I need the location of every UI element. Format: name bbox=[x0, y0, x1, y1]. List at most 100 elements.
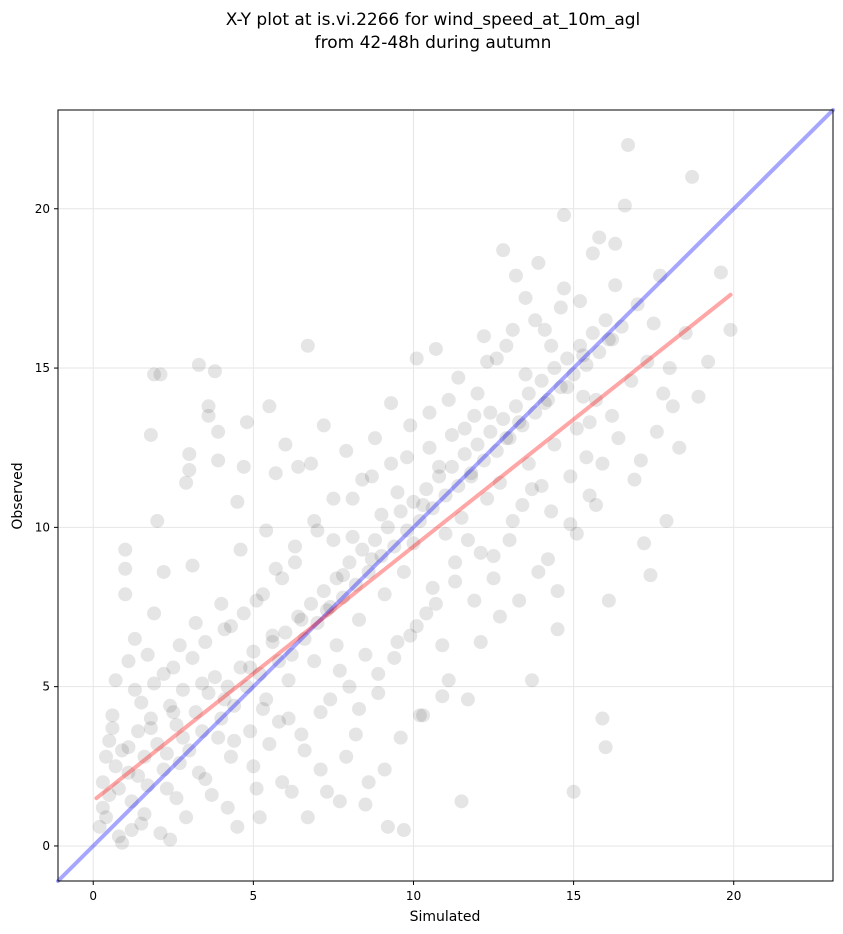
scatter-point bbox=[300, 338, 315, 353]
scatter-point bbox=[320, 784, 335, 799]
scatter-point bbox=[553, 300, 568, 315]
scatter-point bbox=[508, 268, 523, 283]
scatter-point bbox=[230, 819, 245, 834]
scatter-point bbox=[464, 466, 479, 481]
scatter-point bbox=[159, 746, 174, 761]
scatter-point bbox=[147, 606, 162, 621]
scatter-point bbox=[95, 775, 110, 790]
scatter-point bbox=[336, 568, 351, 583]
scatter-point bbox=[560, 380, 575, 395]
scatter-point bbox=[352, 612, 367, 627]
scatter-point bbox=[585, 246, 600, 261]
scatter-point bbox=[502, 431, 517, 446]
scatter-point bbox=[95, 800, 110, 815]
scatter-point bbox=[589, 498, 604, 513]
scatter-point bbox=[268, 561, 283, 576]
scatter-point bbox=[563, 469, 578, 484]
scatter-point bbox=[201, 399, 216, 414]
scatter-point bbox=[352, 701, 367, 716]
scatter-point bbox=[92, 819, 107, 834]
scatter-point bbox=[515, 498, 530, 513]
scatter-point bbox=[547, 437, 562, 452]
scatter-point bbox=[521, 456, 536, 471]
scatter-point bbox=[316, 418, 331, 433]
scatter-point bbox=[201, 686, 216, 701]
scatter-point bbox=[198, 635, 213, 650]
scatter-point bbox=[579, 450, 594, 465]
scatter-point bbox=[444, 459, 459, 474]
scatter-point bbox=[412, 708, 427, 723]
scatter-point bbox=[368, 431, 383, 446]
scatter-point bbox=[637, 536, 652, 551]
scatter-point bbox=[332, 794, 347, 809]
scatter-point bbox=[121, 654, 136, 669]
scatter-point bbox=[207, 670, 222, 685]
scatter-point bbox=[467, 408, 482, 423]
grid-layer bbox=[58, 110, 833, 881]
scatter-point bbox=[310, 615, 325, 630]
scatter-point bbox=[396, 564, 411, 579]
scatter-point bbox=[99, 749, 114, 764]
scatter-point bbox=[150, 737, 165, 752]
scatter-point bbox=[611, 431, 626, 446]
scatter-point bbox=[118, 561, 133, 576]
scatter-point bbox=[102, 733, 117, 748]
scatter-point bbox=[544, 338, 559, 353]
scatter-point bbox=[262, 399, 277, 414]
scatter-point bbox=[364, 552, 379, 567]
scatter-point bbox=[412, 513, 427, 528]
scatter-point bbox=[515, 418, 530, 433]
scatter-point bbox=[393, 730, 408, 745]
scatter-point bbox=[601, 332, 616, 347]
scatter-point bbox=[259, 692, 274, 707]
scatter-point bbox=[656, 386, 671, 401]
x-axis-label: Simulated bbox=[410, 909, 481, 925]
scatter-point bbox=[537, 322, 552, 337]
scatter-point bbox=[460, 533, 475, 548]
scatter-point bbox=[400, 523, 415, 538]
y-tick-label: 0 bbox=[42, 839, 50, 853]
plot-area bbox=[58, 110, 833, 881]
scatter-point bbox=[153, 367, 168, 382]
scatter-point bbox=[643, 568, 658, 583]
scatter-point bbox=[278, 437, 293, 452]
scatter-point bbox=[416, 708, 431, 723]
scatter-point bbox=[271, 654, 286, 669]
scatter-point bbox=[377, 587, 392, 602]
scatter-point bbox=[483, 424, 498, 439]
scatter-point bbox=[137, 807, 152, 822]
scatter-point bbox=[608, 236, 623, 251]
scatter-point bbox=[489, 443, 504, 458]
scatter-point bbox=[595, 711, 610, 726]
scatter-point bbox=[326, 533, 341, 548]
scatter-point bbox=[211, 424, 226, 439]
scatter-point bbox=[115, 835, 130, 850]
scatter-point bbox=[294, 727, 309, 742]
scatter-point bbox=[428, 341, 443, 356]
scatter-point bbox=[207, 364, 222, 379]
scatter-point bbox=[111, 829, 126, 844]
scatter-point bbox=[271, 714, 286, 729]
scatter-point bbox=[147, 367, 162, 382]
scatter-point bbox=[147, 676, 162, 691]
scatter-point bbox=[627, 472, 642, 487]
scatter-point bbox=[342, 679, 357, 694]
scatter-point bbox=[569, 421, 584, 436]
scatter-point bbox=[457, 447, 472, 462]
scatter-point bbox=[217, 692, 232, 707]
scatter-point bbox=[300, 810, 315, 825]
scatter-point bbox=[512, 415, 527, 430]
scatter-point bbox=[573, 338, 588, 353]
scatter-point bbox=[582, 415, 597, 430]
scatter-point bbox=[467, 593, 482, 608]
scatter-point bbox=[153, 826, 168, 841]
scatter-point bbox=[380, 819, 395, 834]
y-tick-label: 5 bbox=[42, 680, 50, 694]
scatter-point bbox=[358, 797, 373, 812]
scatter-point bbox=[121, 740, 136, 755]
scatter-point bbox=[255, 701, 270, 716]
scatter-point bbox=[499, 338, 514, 353]
scatter-point bbox=[172, 638, 187, 653]
scatter-point bbox=[191, 765, 206, 780]
scatter-point bbox=[102, 787, 117, 802]
